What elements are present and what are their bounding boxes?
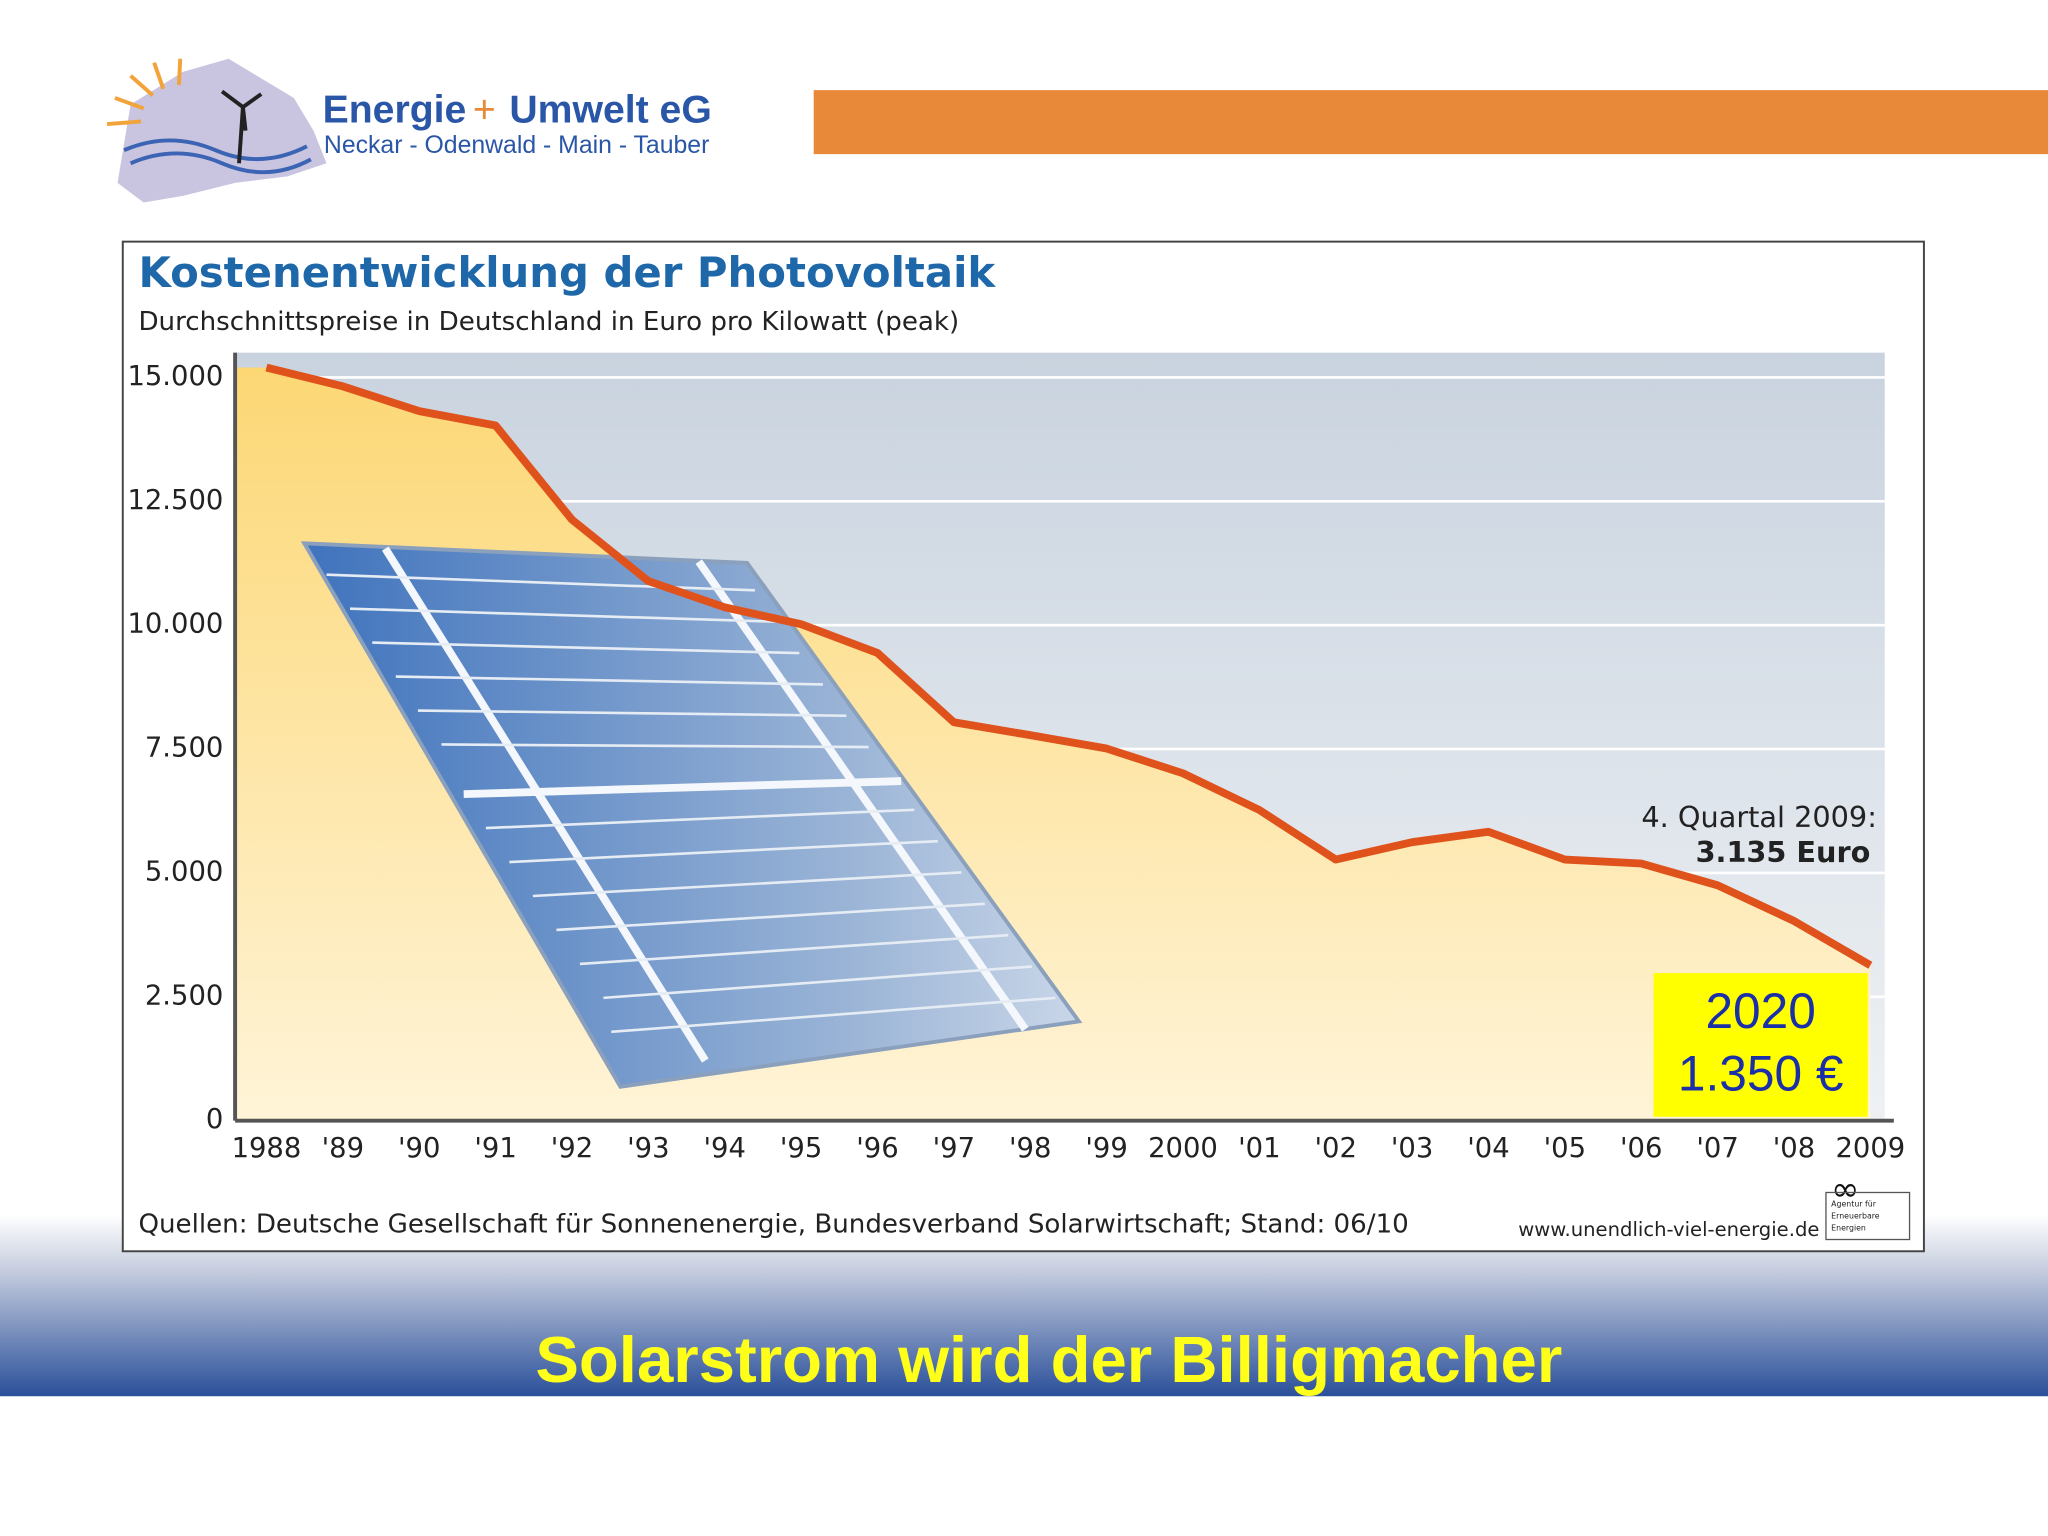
forecast-box: [1653, 973, 1868, 1117]
x-tick-label: '06: [1620, 1133, 1662, 1164]
y-tick-label: 7.500: [145, 733, 223, 764]
forecast-year: 2020: [1705, 983, 1815, 1039]
agency: Energien: [1831, 1223, 1866, 1232]
x-tick-label: '07: [1696, 1133, 1738, 1164]
x-tick-label: 1988: [232, 1133, 302, 1164]
line: [265, 363, 1873, 969]
x-tick-label: '02: [1315, 1133, 1357, 1164]
y-tick-label: 10.000: [127, 609, 223, 640]
x-tick-label: '92: [551, 1133, 593, 1164]
region: Neckar - Odenwald - Main - Tauber: [324, 132, 709, 159]
x-tick-label: '93: [627, 1133, 669, 1164]
chart-subtitle: Durchschnittspreise in Deutschland in Eu…: [138, 307, 959, 337]
x-tick-label: '97: [933, 1133, 975, 1164]
source: Quellen: Deutsche Gesellschaft für Sonne…: [138, 1210, 1408, 1240]
x-tick-label: '90: [398, 1133, 440, 1164]
annotation: 3.135 Euro: [1696, 835, 1871, 869]
x-tick-label: '04: [1467, 1133, 1509, 1164]
x-tick-label: '05: [1544, 1133, 1586, 1164]
x-tick-label: '03: [1391, 1133, 1433, 1164]
x-tick-label: '95: [780, 1133, 822, 1164]
y-tick-label: 15.000: [127, 361, 223, 392]
header-bar: [813, 90, 2048, 155]
y-tick-label: 0: [206, 1104, 223, 1135]
x-tick-label: 2000: [1148, 1133, 1218, 1164]
x-tick-label: '89: [322, 1133, 364, 1164]
chart-title: Kostenentwicklung der Photovoltaik: [138, 248, 996, 297]
svg-text:∞: ∞: [1831, 1170, 1859, 1210]
annotation: 4. Quartal 2009:: [1641, 800, 1876, 834]
x-tick-label: '98: [1009, 1133, 1051, 1164]
y-tick-label: 5.000: [145, 856, 223, 887]
footer-title: Solarstrom wird der Billigmacher: [535, 1323, 1562, 1396]
agency-logo: ∞ Agentur für Erneuerbare Energien: [1825, 1170, 1911, 1241]
x-tick-label: '96: [856, 1133, 898, 1164]
x-tick-label: '08: [1773, 1133, 1815, 1164]
agency: Agentur für: [1831, 1200, 1877, 1209]
logo: Energie + Umwelt eG Neckar - Odenwald - …: [106, 58, 712, 203]
y-tick-label: 2.500: [145, 980, 223, 1011]
solar-panel: [300, 541, 1083, 1089]
brand: Energie: [323, 89, 467, 132]
agency: Erneuerbare: [1831, 1212, 1880, 1221]
forecast-price: 1.350 €: [1678, 1046, 1844, 1102]
x-tick-label: '91: [474, 1133, 516, 1164]
url: www.unendlich-viel-energie.de: [1518, 1218, 1819, 1241]
y-tick-label: 12.500: [127, 485, 223, 516]
x-tick-label: 2009: [1835, 1133, 1905, 1164]
x-tick-label: '99: [1085, 1133, 1127, 1164]
x-tick-label: '94: [704, 1133, 746, 1164]
brand: Umwelt eG: [509, 89, 711, 132]
brand-plus: +: [473, 89, 496, 132]
x-tick-label: '01: [1238, 1133, 1280, 1164]
